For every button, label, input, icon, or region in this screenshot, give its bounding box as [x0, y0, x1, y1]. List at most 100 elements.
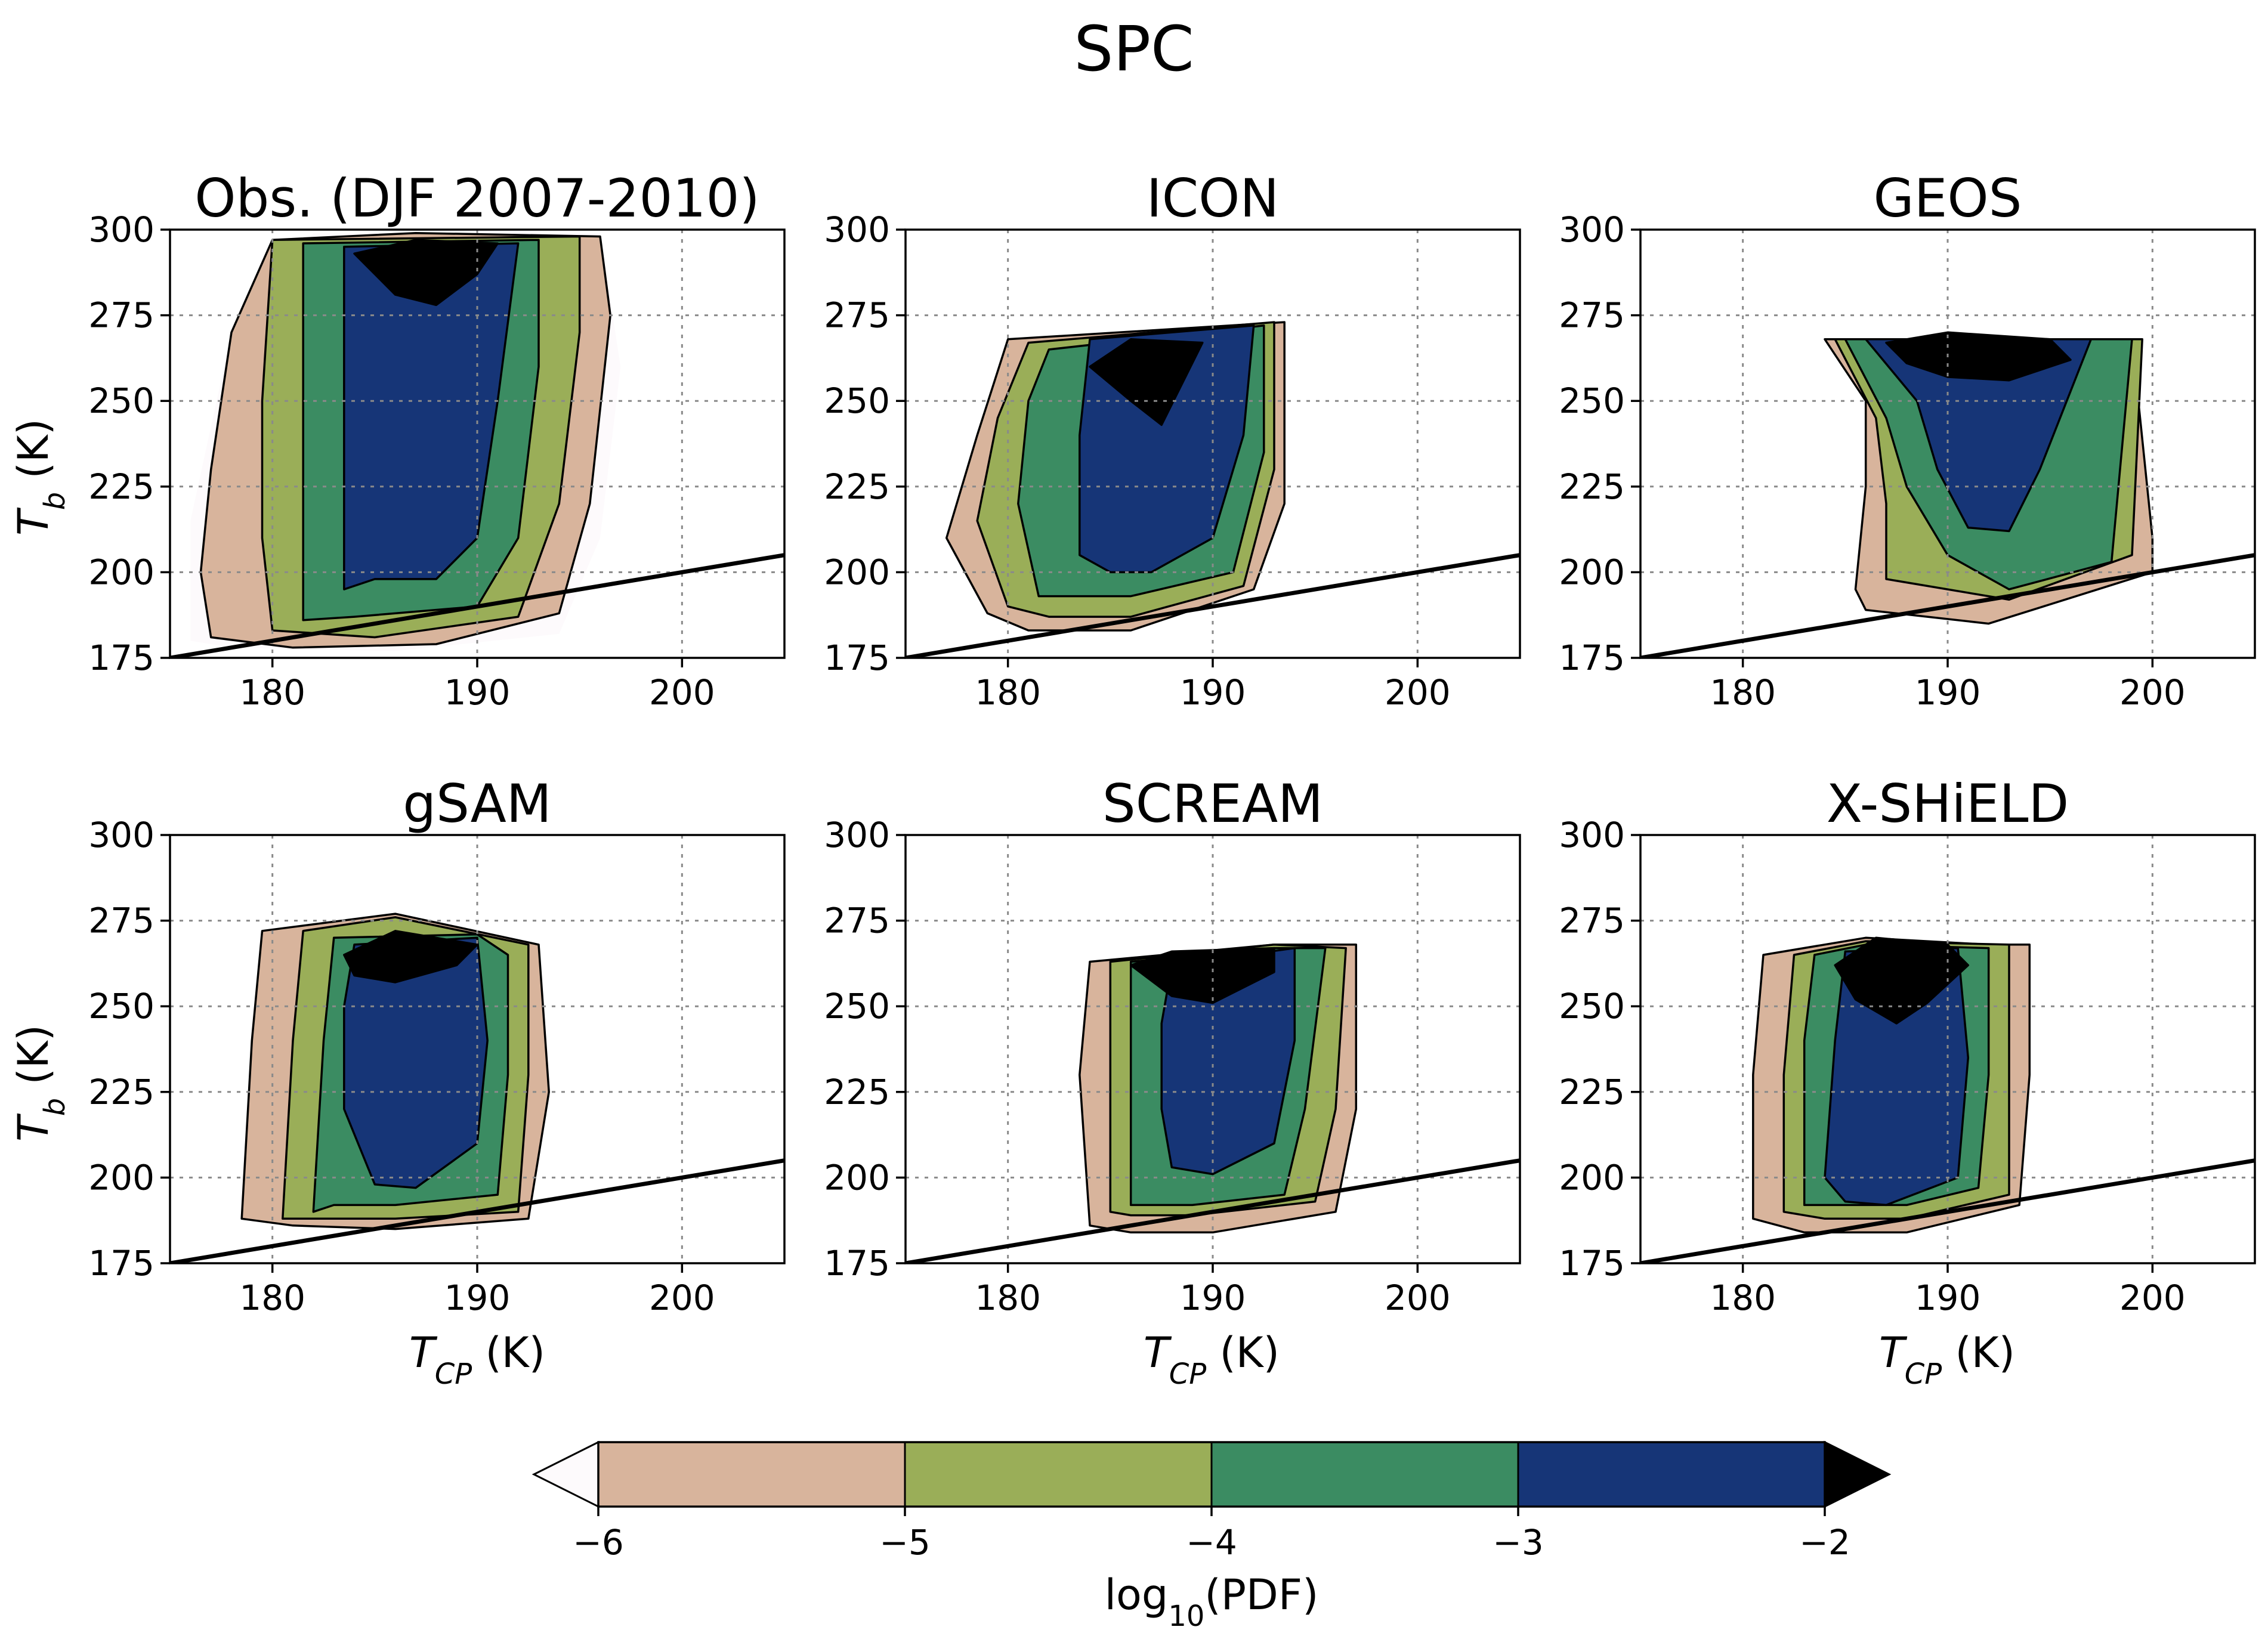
panels: 180 190 200 175 200 225 250 275 300 Obs. (DJF 200… — [88, 168, 2256, 1318]
y-tick-label: 225 — [824, 1072, 890, 1112]
panel-6: 180 190 200 175 200 225 250 275 300 X-SHiELD — [1559, 773, 2256, 1318]
panel-1: 180 190 200 175 200 225 250 275 300 Obs. (DJF 200… — [88, 168, 786, 713]
x-tick-label: 190 — [444, 1278, 511, 1318]
contour-region-level-5 — [353, 239, 499, 307]
contour-region-level-5 — [1834, 936, 1970, 1025]
x-tick-label: 180 — [239, 672, 305, 713]
x-tick-label: 200 — [649, 1278, 715, 1318]
panel-5: 180 190 200 175 200 225 250 275 300 SCREAM — [824, 773, 1521, 1318]
plot-area — [170, 835, 784, 1263]
x-tick-label: 190 — [1180, 672, 1246, 713]
panel-2: 180 190 200 175 200 225 250 275 300 ICON — [824, 168, 1521, 713]
y-tick-label: 175 — [824, 638, 890, 678]
x-tick-label: 190 — [444, 672, 511, 713]
panel-title: ICON — [1147, 168, 1280, 229]
colorbar-label: log10(PDF) — [1105, 1570, 1319, 1633]
contour-region-level-5 — [1089, 338, 1204, 426]
y-tick-label: 200 — [1559, 1157, 1625, 1198]
x-tick-label: 180 — [975, 1278, 1041, 1318]
y-tick-label: 200 — [1559, 552, 1625, 592]
y-tick-label: 250 — [824, 381, 890, 421]
y-tick-label: 225 — [824, 466, 890, 507]
plot-area — [906, 835, 1520, 1263]
y-tick-label: 275 — [88, 295, 155, 336]
colorbar-extend-under — [532, 1440, 600, 1508]
y-axis-label-bottom: Tb (K) — [9, 1025, 72, 1142]
one-to-one-line — [170, 553, 784, 658]
x-axis-labels: TCP (K) TCP (K) TCP (K) — [409, 1328, 2015, 1391]
y-tick-label: 250 — [1559, 986, 1625, 1026]
y-tick-label: 225 — [88, 1072, 155, 1112]
panel-4: 180 190 200 175 200 225 250 275 300 gSAM — [88, 773, 786, 1318]
y-tick-label: 300 — [824, 815, 890, 855]
plot-area — [170, 230, 784, 658]
panel-3: 180 190 200 175 200 225 250 275 300 GEOS — [1559, 168, 2256, 713]
y-tick-label: 275 — [1559, 901, 1625, 941]
contour-region-level-5 — [343, 930, 478, 984]
y-tick-label: 300 — [88, 209, 155, 250]
y-tick-label: 275 — [88, 901, 155, 941]
colorbar: −6 −5 −4 −3 −2 — [532, 1440, 1892, 1563]
colorbar-tick-label: −5 — [879, 1522, 931, 1563]
y-tick-label: 200 — [88, 1157, 155, 1198]
x-tick-label: 200 — [2119, 672, 2186, 713]
y-tick-label: 200 — [88, 552, 155, 592]
y-tick-label: 175 — [824, 1243, 890, 1284]
panel-title: gSAM — [403, 773, 551, 834]
plot-area — [1640, 835, 2255, 1263]
x-tick-label: 200 — [1385, 672, 1451, 713]
colorbar-tick-label: −4 — [1186, 1522, 1237, 1563]
y-axis-labels: Tb (K) Tb (K) — [9, 419, 72, 1142]
contour-region-level-4 — [1864, 338, 2093, 533]
x-tick-label: 200 — [1385, 1278, 1451, 1318]
one-to-one-line — [1640, 1158, 2255, 1263]
x-tick-label: 180 — [1710, 672, 1776, 713]
colorbar-extend-over — [1824, 1440, 1892, 1508]
colorbar-tick-label: −3 — [1493, 1522, 1544, 1563]
y-tick-label: 275 — [1559, 295, 1625, 336]
x-axis-label-middle: TCP (K) — [1144, 1328, 1280, 1391]
x-tick-label: 180 — [975, 672, 1041, 713]
y-tick-label: 300 — [88, 815, 155, 855]
y-tick-label: 175 — [88, 1243, 155, 1284]
y-tick-label: 175 — [88, 638, 155, 678]
x-tick-label: 190 — [1915, 1278, 1981, 1318]
colorbar-tick-label: −6 — [573, 1522, 624, 1563]
one-to-one-line — [170, 1158, 784, 1263]
one-to-one-line — [906, 553, 1520, 658]
x-tick-label: 190 — [1915, 672, 1981, 713]
x-axis-label-right: TCP (K) — [1879, 1328, 2015, 1391]
x-tick-label: 180 — [1710, 1278, 1776, 1318]
panel-title: X-SHiELD — [1827, 773, 2069, 834]
y-tick-label: 175 — [1559, 638, 1625, 678]
plot-area — [1640, 230, 2255, 658]
contour-region-level-4 — [343, 936, 489, 1189]
y-tick-label: 200 — [824, 1157, 890, 1198]
x-tick-label: 190 — [1180, 1278, 1246, 1318]
colorbar-segment — [905, 1442, 1212, 1507]
colorbar-tick-label: −2 — [1799, 1522, 1850, 1563]
contour-region-level-5 — [1885, 331, 2072, 382]
one-to-one-line — [906, 1158, 1520, 1263]
y-tick-label: 275 — [824, 295, 890, 336]
x-axis-label-left: TCP (K) — [409, 1328, 545, 1391]
y-tick-label: 225 — [88, 466, 155, 507]
one-to-one-line — [1640, 553, 2255, 658]
y-tick-label: 250 — [88, 381, 155, 421]
y-tick-label: 250 — [1559, 381, 1625, 421]
y-tick-label: 250 — [824, 986, 890, 1026]
plot-area — [906, 230, 1520, 658]
y-tick-label: 250 — [88, 986, 155, 1026]
contour-region-level-4 — [1824, 947, 1970, 1207]
colorbar-segment — [598, 1442, 906, 1507]
contour-region-level-4 — [1160, 947, 1296, 1176]
y-tick-label: 300 — [1559, 209, 1625, 250]
x-tick-label: 200 — [649, 672, 715, 713]
colorbar-segment — [1518, 1442, 1825, 1507]
x-tick-label: 180 — [239, 1278, 305, 1318]
y-tick-label: 225 — [1559, 1072, 1625, 1112]
y-tick-label: 300 — [1559, 815, 1625, 855]
panel-title: SCREAM — [1102, 773, 1323, 834]
y-tick-label: 200 — [824, 552, 890, 592]
